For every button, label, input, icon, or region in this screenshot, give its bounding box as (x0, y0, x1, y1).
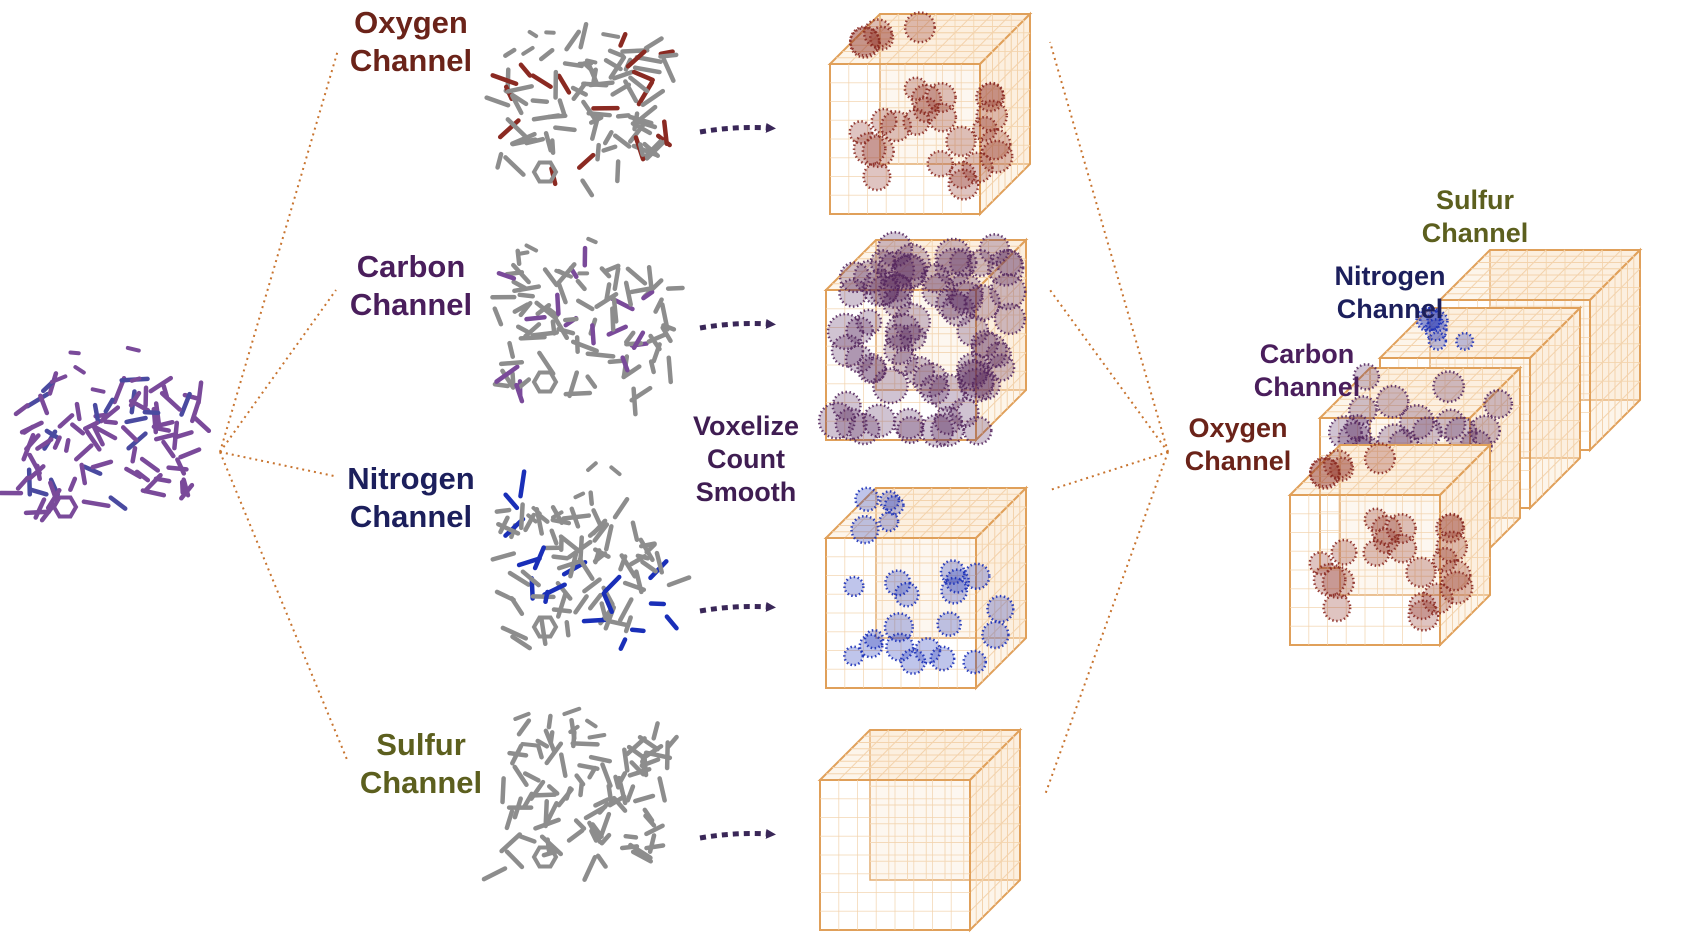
connector-line-3 (220, 452, 348, 762)
voxel-grids (819, 12, 1030, 930)
connector-line-5 (1050, 290, 1168, 452)
connector-line-4 (1050, 42, 1168, 452)
stack-cube-oxygen (1290, 443, 1490, 645)
voxel-grid-sulfur (820, 730, 1020, 930)
process-arrow-2 (700, 607, 768, 612)
input-molecule (1, 348, 209, 520)
voxel-grid-carbon (819, 232, 1026, 446)
process-arrow-1 (700, 324, 768, 329)
molecule-nitrogen-highlight (493, 463, 689, 648)
connector-line-0 (220, 50, 338, 452)
molecule-oxygen-highlight (487, 24, 677, 195)
connector-line-2 (220, 452, 334, 476)
voxel-grid-nitrogen (826, 488, 1026, 688)
connector-line-6 (1050, 452, 1168, 490)
molecule-sulfur-highlight (484, 709, 677, 880)
connector-line-7 (1045, 452, 1168, 795)
molecule-structures (1, 24, 689, 879)
process-arrow-3 (700, 834, 768, 839)
process-arrow-0 (700, 128, 768, 133)
molecule-carbon-highlight (492, 239, 682, 414)
voxel-grid-oxygen (830, 12, 1030, 214)
connector-line-1 (220, 290, 336, 452)
